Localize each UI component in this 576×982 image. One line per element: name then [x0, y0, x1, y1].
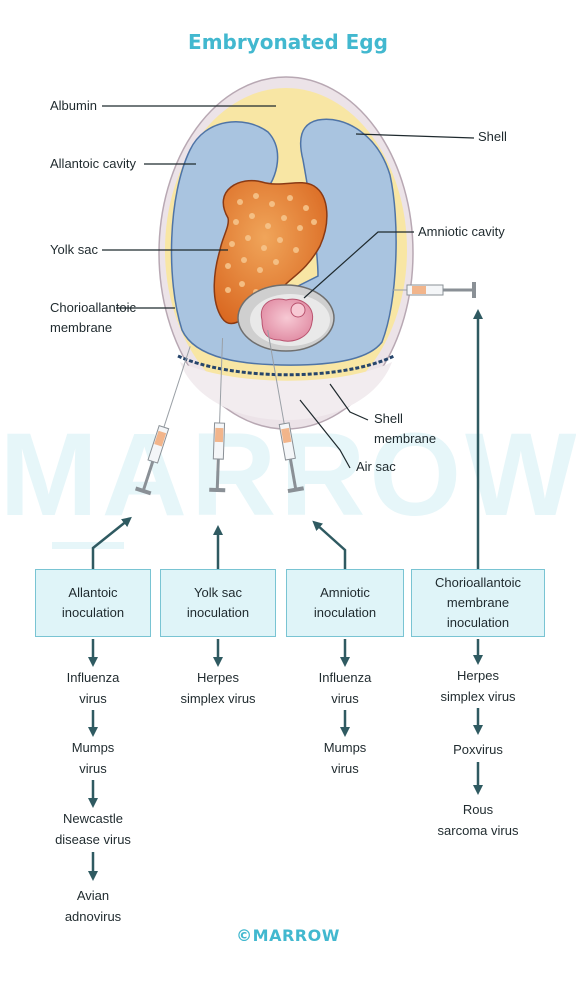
label-allantoic-cavity: Allantoic cavity	[50, 156, 136, 171]
syringe-yolk-sac	[209, 338, 226, 493]
virus-item: Rous sarcoma virus	[437, 802, 519, 838]
egg	[158, 76, 414, 430]
page-title: Embryonated Egg	[188, 30, 388, 54]
shell-membrane-line	[177, 354, 395, 377]
virus-item: Avian adnovirus	[64, 888, 122, 924]
box-allantoic-inoculation: Allantoic inoculation	[35, 569, 151, 637]
virus-item: Herpes simplex virus	[440, 668, 516, 704]
virus-item: Mumps virus	[323, 740, 367, 776]
label-yolk-sac: Yolk sac	[50, 242, 98, 257]
route-arrows	[91, 309, 483, 569]
virus-item: Mumps virus	[71, 740, 115, 776]
air-sac	[180, 362, 392, 420]
label-albumin: Albumin	[50, 98, 97, 113]
virus-item: Influenza virus	[66, 670, 120, 706]
virus-arrows	[88, 639, 483, 881]
label-chorioallantoic-membrane: Chorioallantoic membrane	[50, 300, 136, 335]
leader-lines	[102, 105, 475, 469]
box-chorioallantoic-inoculation: Chorioallantoic membrane inoculation	[411, 569, 545, 637]
virus-item: Herpes simplex virus	[180, 670, 256, 706]
footer-logo: ©MARROW	[236, 926, 340, 945]
box-yolk-sac-inoculation: Yolk sac inoculation	[160, 569, 276, 637]
label-air-sac: Air sac	[356, 459, 396, 474]
yolk-sac	[213, 180, 328, 325]
virus-item: Poxvirus	[453, 742, 503, 757]
watermark-underline	[52, 542, 124, 549]
syringe-amniotic	[267, 330, 305, 494]
syringe-chorioallantoic	[392, 282, 476, 298]
virus-item: Influenza virus	[318, 670, 372, 706]
box-amniotic-inoculation: Amniotic inoculation	[286, 569, 404, 637]
syringe-allantoic	[134, 346, 191, 496]
label-shell-membrane: Shell membrane	[374, 411, 437, 446]
label-shell: Shell	[478, 129, 507, 144]
label-amniotic-cavity: Amniotic cavity	[418, 224, 505, 239]
virus-item: Newcastle disease virus	[55, 811, 131, 847]
